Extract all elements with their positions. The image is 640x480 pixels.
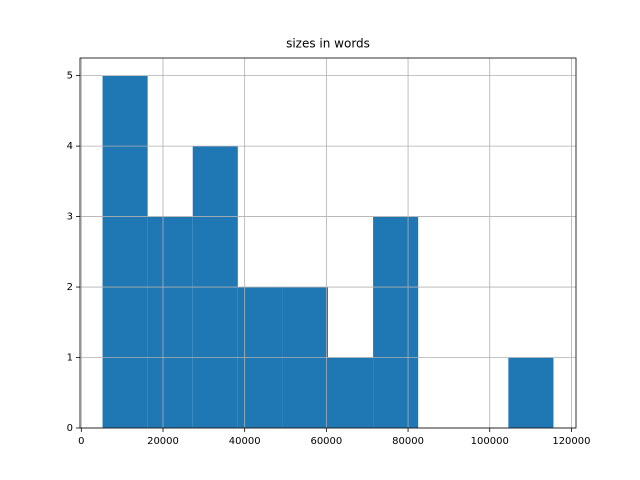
x-tick-label: 120000 — [552, 436, 590, 447]
x-tick-label: 100000 — [471, 436, 509, 447]
chart-title: sizes in words — [286, 37, 370, 51]
bar — [373, 216, 419, 428]
x-tick-label: 0 — [78, 436, 84, 447]
y-tick-label: 3 — [67, 212, 73, 223]
y-tick-label: 5 — [67, 71, 73, 82]
y-tick-label: 0 — [67, 423, 73, 434]
y-tick-label: 2 — [67, 282, 73, 293]
x-tick-label: 40000 — [229, 436, 261, 447]
bar — [102, 75, 148, 428]
bar — [508, 357, 554, 428]
y-tick-label: 1 — [67, 353, 73, 364]
y-tick-label: 4 — [67, 141, 73, 152]
plot-frame — [79, 57, 577, 429]
x-tick-label: 20000 — [147, 436, 179, 447]
x-tick-label: 80000 — [392, 436, 424, 447]
bar — [328, 357, 374, 428]
bar — [147, 216, 193, 428]
x-tick-label: 60000 — [310, 436, 342, 447]
